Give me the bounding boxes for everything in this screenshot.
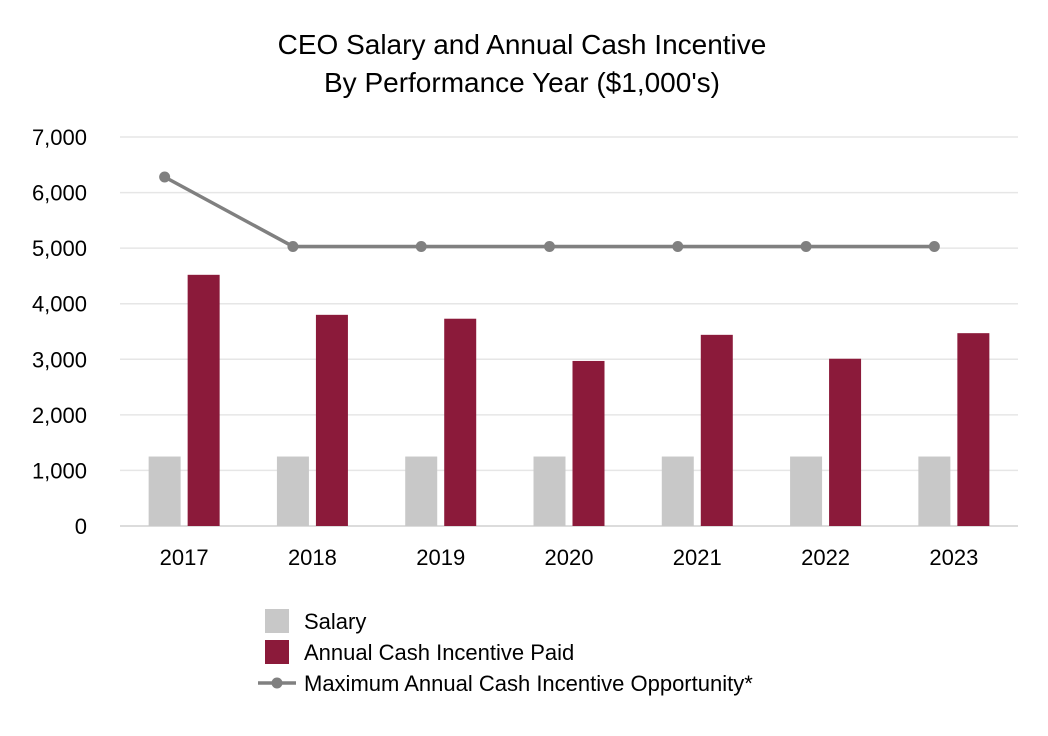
legend-label: Annual Cash Incentive Paid xyxy=(304,640,574,665)
legend-swatch-marker xyxy=(271,677,283,689)
line-point-2020 xyxy=(544,240,555,252)
bar-annual-cash-incentive-paid-2020 xyxy=(572,360,605,526)
bar-salary-2023 xyxy=(918,456,951,526)
max-opportunity-line xyxy=(159,171,940,252)
bar-annual-cash-incentive-paid-2023 xyxy=(957,333,990,526)
y-tick-label: 6,000 xyxy=(32,181,87,206)
bar-salary-2021 xyxy=(661,456,694,526)
line-point-2023 xyxy=(928,240,940,252)
y-tick-label: 5,000 xyxy=(32,236,87,261)
y-tick-label: 1,000 xyxy=(32,458,87,483)
bar-annual-cash-incentive-paid-2022 xyxy=(829,358,862,526)
legend-label: Salary xyxy=(304,609,366,634)
x-tick-label: 2018 xyxy=(288,545,337,570)
bar-salary-2019 xyxy=(405,456,438,526)
y-tick-label: 7,000 xyxy=(32,125,87,150)
chart-title: CEO Salary and Annual Cash Incentive xyxy=(278,29,767,60)
x-tick-label: 2022 xyxy=(801,545,850,570)
gridlines xyxy=(120,136,1018,527)
x-tick-label: 2020 xyxy=(545,545,594,570)
chart-subtitle: By Performance Year ($1,000's) xyxy=(324,67,720,98)
x-tick-label: 2023 xyxy=(929,545,978,570)
x-tick-label: 2017 xyxy=(160,545,209,570)
bar-annual-cash-incentive-paid-2019 xyxy=(444,318,477,526)
x-tick-label: 2021 xyxy=(673,545,722,570)
line-point-2017 xyxy=(159,171,171,183)
legend-swatch xyxy=(265,609,289,633)
x-tick-label: 2019 xyxy=(416,545,465,570)
bar-salary-2020 xyxy=(533,456,566,526)
bar-salary-2022 xyxy=(790,456,823,526)
series-line xyxy=(163,175,935,249)
line-point-2018 xyxy=(287,240,299,252)
bars xyxy=(148,274,990,526)
y-tick-label: 2,000 xyxy=(32,403,87,428)
y-axis: 0 1,000 2,000 3,000 4,000 5,000 6,000 7,000 xyxy=(32,125,87,539)
x-axis: 2017 2018 2019 2020 2021 2022 2023 xyxy=(160,545,979,570)
legend-swatch xyxy=(265,640,289,664)
bar-annual-cash-incentive-paid-2017 xyxy=(187,274,220,526)
y-tick-label: 3,000 xyxy=(32,347,87,372)
bar-salary-2017 xyxy=(148,456,181,526)
line-point-2021 xyxy=(672,240,684,252)
y-tick-label: 4,000 xyxy=(32,292,87,317)
y-tick-label: 0 xyxy=(75,514,87,539)
legend: Salary Annual Cash Incentive Paid Maximum … xyxy=(258,609,753,696)
line-point-2019 xyxy=(415,240,427,252)
legend-label: Maximum Annual Cash Incentive Opportunit… xyxy=(304,671,753,696)
line-point-2022 xyxy=(800,240,812,252)
bar-annual-cash-incentive-paid-2021 xyxy=(700,334,733,526)
bar-annual-cash-incentive-paid-2018 xyxy=(315,314,348,526)
bar-salary-2018 xyxy=(276,456,309,526)
